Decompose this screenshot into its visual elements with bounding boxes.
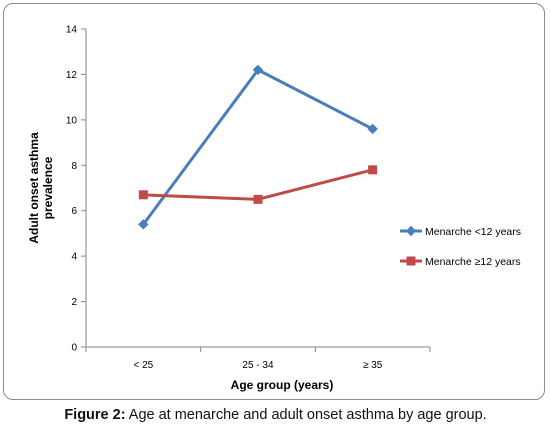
y-tick-label: 8 (71, 161, 77, 172)
caption-label: Figure 2: (64, 407, 126, 423)
y-axis-title-line: Adult onset asthma (27, 132, 41, 244)
data-point-marker (368, 165, 378, 175)
legend-swatch-marker (405, 225, 417, 237)
y-tick-label: 2 (71, 297, 77, 308)
data-point-marker (252, 64, 264, 76)
y-axis-title-line: prevalence (41, 156, 55, 219)
y-tick-label: 0 (71, 343, 77, 354)
figure-caption: Figure 2: Age at menarche and adult onse… (0, 407, 551, 423)
legend-entry: Menarche <12 years (400, 225, 521, 238)
axes: 0 2 4 6 8 10 12 14 < 25 25 - 34 ≥ 35 (66, 25, 431, 371)
y-tick-label: 4 (71, 252, 77, 263)
data-point-marker (367, 123, 378, 135)
legend-label: Menarche <12 years (425, 226, 521, 238)
data-point-marker (138, 190, 148, 200)
series-2 (138, 165, 378, 204)
y-tick-label: 12 (66, 70, 78, 81)
series-1 (138, 64, 378, 230)
y-tick-label: 10 (66, 115, 78, 126)
legend-label: Menarche ≥12 years (425, 256, 521, 268)
legend: Menarche <12 years Menarche ≥12 years (400, 225, 521, 268)
data-point-marker (138, 219, 149, 230)
x-tick-label: < 25 (133, 360, 153, 371)
caption-text: Age at menarche and adult onset asthma b… (125, 407, 487, 423)
chart-frame (3, 3, 545, 400)
x-tick-label: 25 - 34 (242, 360, 274, 371)
legend-swatch-marker (406, 256, 416, 266)
x-axis-title: Age group (years) (231, 378, 334, 392)
y-tick-label: 6 (71, 206, 77, 217)
x-tick-label: ≥ 35 (363, 360, 383, 371)
series-layer (138, 64, 378, 230)
legend-entry: Menarche ≥12 years (400, 256, 521, 268)
y-tick-label: 14 (66, 25, 78, 36)
data-point-marker (253, 194, 263, 204)
y-axis-title: Adult onset asthmaprevalence (27, 132, 55, 244)
